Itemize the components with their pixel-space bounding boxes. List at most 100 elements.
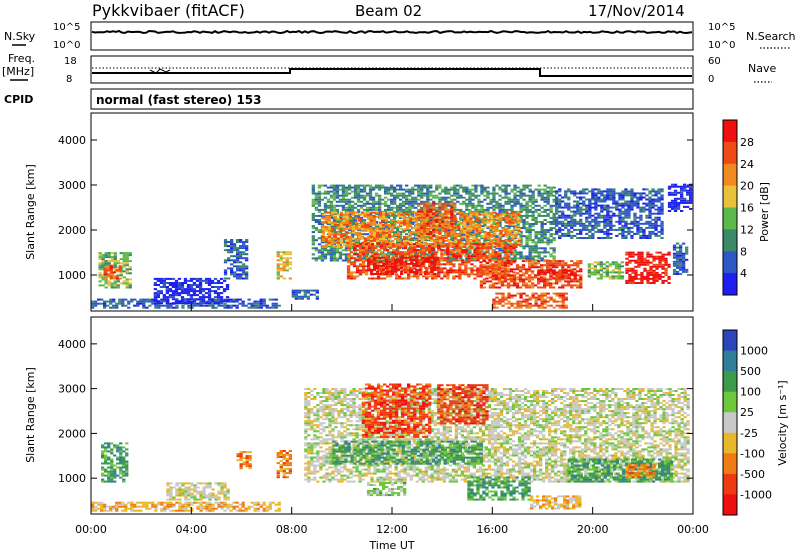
power-cell: [492, 300, 496, 303]
power-cell: [190, 304, 194, 307]
power-cell: [453, 184, 457, 187]
power-cell: [165, 302, 169, 305]
nsky-frame: [90, 21, 694, 51]
power-cell: [375, 237, 380, 240]
power-cell: [437, 273, 441, 276]
power-cell: [438, 210, 442, 213]
power-cell: [139, 298, 143, 301]
power-cell: [413, 247, 417, 250]
power-cell: [356, 198, 361, 201]
power-cell: [359, 216, 364, 219]
power-cell: [282, 263, 286, 266]
power-cell: [359, 233, 364, 236]
power-cell: [436, 241, 440, 244]
power-cell: [579, 260, 583, 263]
power-cell: [321, 231, 326, 234]
power-cell: [452, 263, 456, 266]
power-cell: [245, 259, 249, 262]
power-cell: [358, 257, 363, 260]
power-cell: [506, 284, 511, 287]
power-cell: [469, 235, 473, 238]
power-cell: [388, 237, 392, 240]
freq-trace: [92, 68, 692, 77]
power-cell: [543, 264, 547, 267]
power-cell: [423, 192, 427, 195]
power-cell: [531, 196, 535, 199]
power-cell: [476, 271, 480, 274]
power-cell: [169, 302, 173, 305]
power-cell: [561, 304, 565, 307]
power-cell: [344, 249, 349, 252]
power-cell: [482, 253, 486, 256]
power-cell: [353, 184, 358, 187]
power-cell: [253, 306, 257, 309]
power-cell: [471, 253, 475, 256]
power-cell: [320, 184, 325, 187]
power-cell: [457, 225, 461, 228]
power-cell: [159, 279, 163, 282]
power-cell: [404, 255, 408, 258]
power-cell: [537, 241, 541, 244]
power-cell: [457, 221, 461, 224]
power-cell: [567, 280, 571, 283]
power-cell: [372, 264, 377, 267]
power-cell: [537, 260, 541, 263]
power-cell: [408, 221, 412, 223]
power-cell: [101, 284, 105, 287]
power-cell: [347, 219, 352, 221]
power-cell: [361, 269, 366, 272]
power-cell: [352, 253, 357, 256]
power-cell: [189, 296, 194, 299]
power-cell: [391, 241, 395, 244]
power-cell: [512, 268, 517, 271]
power-cell: [207, 282, 212, 284]
power-cell: [506, 253, 510, 256]
power-cell: [423, 255, 427, 258]
power-cell: [505, 239, 509, 242]
power-cell: [517, 213, 521, 216]
power-cell: [561, 260, 565, 263]
power-cell: [335, 188, 340, 191]
power-cell: [495, 247, 499, 250]
power-cell: [485, 257, 489, 260]
power-cell: [396, 192, 400, 195]
power-cell: [369, 241, 374, 244]
power-cell: [344, 188, 349, 191]
power-cell: [490, 215, 494, 218]
power-cell: [391, 229, 395, 232]
power-cell: [485, 280, 490, 283]
power-cell: [329, 204, 334, 207]
power-cell: [456, 208, 460, 211]
power-cell: [297, 291, 301, 294]
power-cell: [297, 295, 301, 298]
power-cell: [372, 229, 377, 232]
power-cell: [391, 211, 395, 214]
power-cell: [531, 286, 535, 289]
power-cell: [443, 271, 447, 274]
power-cell: [485, 272, 490, 275]
power-cell: [198, 286, 203, 288]
power-cell: [555, 282, 559, 285]
power-cell: [534, 276, 538, 279]
power-cell: [573, 273, 577, 276]
power-cell: [525, 255, 529, 258]
power-cell: [469, 219, 473, 222]
power-cell: [500, 267, 504, 270]
power-cell: [528, 190, 532, 193]
power-cell: [466, 225, 470, 228]
power-cell: [369, 233, 374, 236]
power-cell: [513, 251, 517, 254]
power-cell: [475, 239, 479, 242]
power-cell: [444, 251, 448, 254]
power-cell: [423, 228, 427, 231]
power-cell: [537, 306, 541, 309]
power-cell: [472, 211, 476, 214]
power-cell: [371, 202, 376, 205]
power-cell: [233, 261, 237, 264]
power-cell: [204, 282, 209, 284]
power-cell: [528, 223, 532, 225]
power-cell: [487, 233, 491, 236]
power-cell: [239, 253, 243, 256]
power-cell: [503, 271, 507, 274]
power-cell: [422, 261, 426, 264]
